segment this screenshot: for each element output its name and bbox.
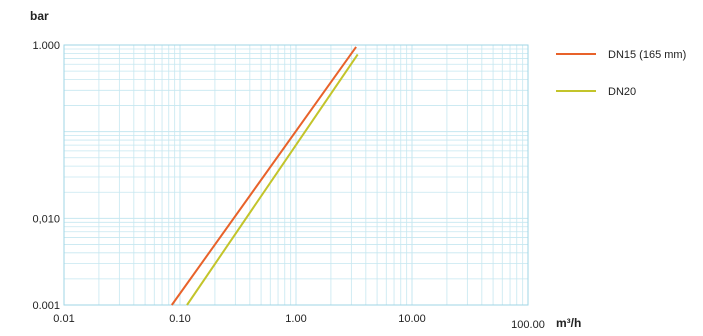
grid	[63, 45, 528, 306]
legend-label: DN15 (165 mm)	[608, 49, 686, 61]
y-tick-label: 1.000	[32, 40, 60, 52]
tick-labels: 0.01 0.10 1.00 10.00 100.00 0.001 0,010 1.000	[32, 40, 544, 331]
series-line-2	[186, 53, 359, 306]
legend-label: DN20	[608, 86, 636, 98]
series-layer	[170, 46, 359, 306]
legend: DN15 (165 mm) DN20	[556, 49, 686, 98]
x-axis-label: m³/h	[556, 316, 581, 330]
x-tick-label: 10.00	[398, 313, 426, 325]
series-line-1	[170, 46, 357, 306]
y-tick-label: 0,010	[32, 213, 60, 225]
x-tick-label: 0.01	[53, 313, 74, 325]
y-axis-label: bar	[30, 9, 49, 23]
plot-frame	[63, 44, 529, 306]
x-tick-label: 100.00	[511, 319, 545, 331]
x-tick-label: 0.10	[169, 313, 190, 325]
x-tick-label: 1.00	[285, 313, 306, 325]
y-tick-label: 0.001	[32, 300, 60, 312]
